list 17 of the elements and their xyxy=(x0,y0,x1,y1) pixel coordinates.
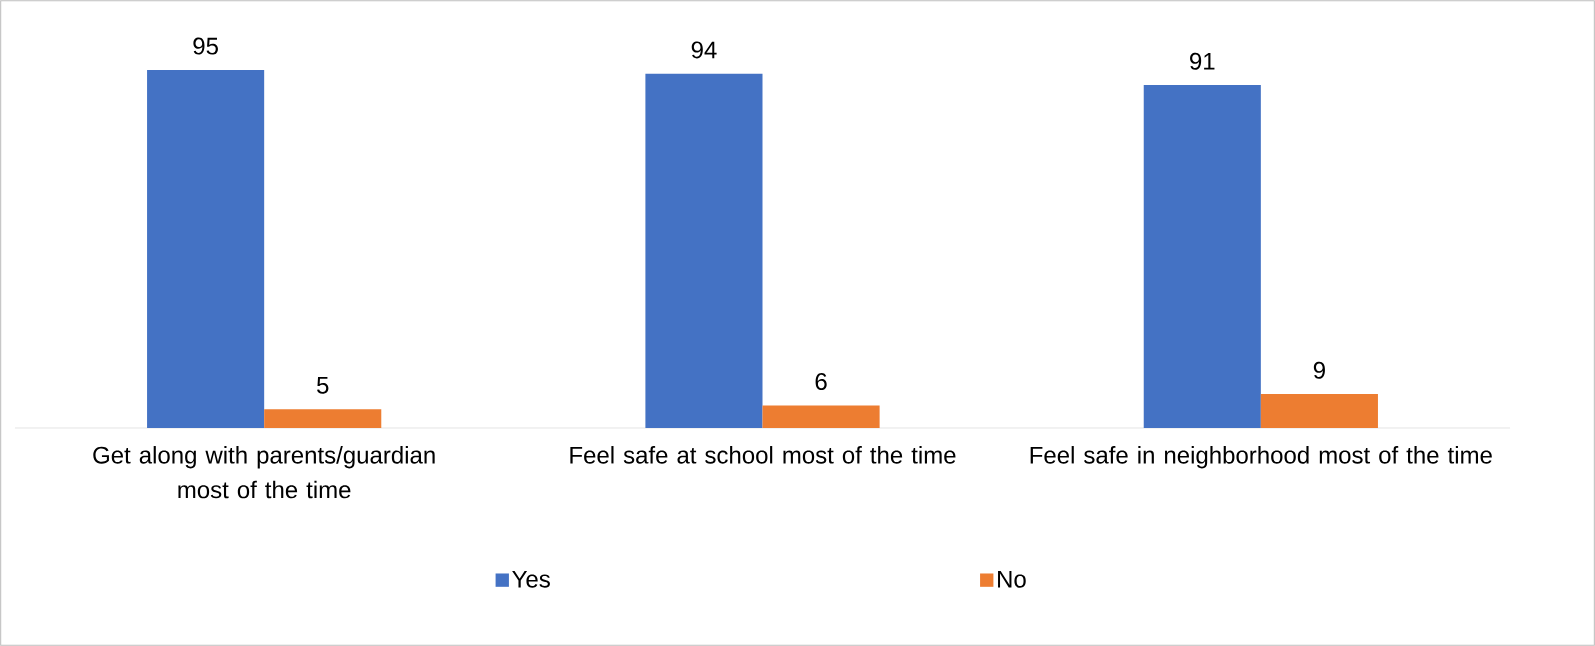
data-label: 94 xyxy=(691,41,717,59)
bar xyxy=(1260,394,1378,428)
data-label: 5 xyxy=(317,377,329,394)
data-label: 91 xyxy=(1190,52,1215,70)
bar xyxy=(645,73,763,428)
data-label: 6 xyxy=(815,373,827,391)
legend-label: No xyxy=(998,570,1026,588)
legend-label: Yes xyxy=(512,570,550,588)
data-label: 9 xyxy=(1313,361,1325,379)
x-tick-label: Get along with parents/guardian most of the time xyxy=(93,446,435,499)
bar xyxy=(762,405,880,428)
bar xyxy=(147,70,265,428)
bar xyxy=(1143,85,1261,428)
x-tick-label: Feel safe at school most of the time xyxy=(570,446,956,464)
data-label: 95 xyxy=(193,37,218,55)
x-tick-label: Feel safe in neighborhood most of the time xyxy=(1030,446,1492,469)
bar xyxy=(264,409,382,428)
